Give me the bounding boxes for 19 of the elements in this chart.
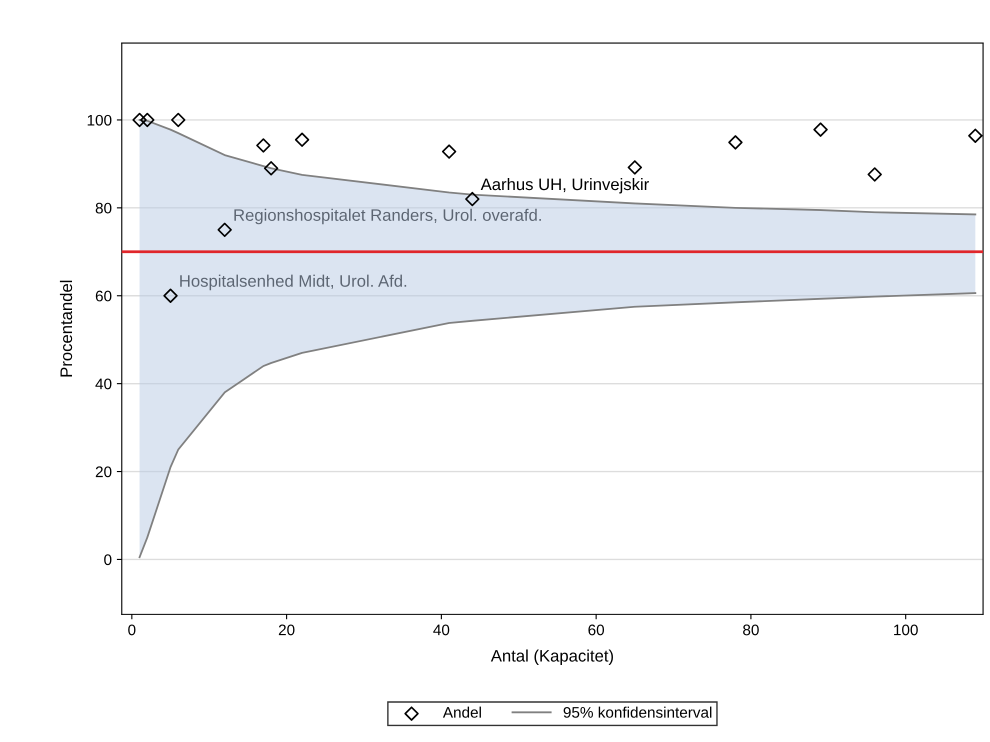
annotation: Aarhus UH, Urinvejskir bbox=[480, 178, 649, 194]
annotation: Hospitalsenhed Midt, Urol. Afd. bbox=[180, 274, 406, 290]
y-axis-title: Procentandel bbox=[60, 280, 72, 376]
y-tick-label: 40 bbox=[95, 378, 112, 390]
legend-label: 95% konfidensinterval bbox=[564, 706, 712, 718]
y-tick-label: 60 bbox=[96, 290, 112, 302]
y-tick-label: 20 bbox=[96, 466, 112, 478]
x-tick-label: 0 bbox=[128, 624, 136, 636]
x-tick-label: 20 bbox=[278, 624, 294, 636]
y-tick-label: 0 bbox=[104, 554, 112, 566]
x-tick-label: 40 bbox=[433, 624, 450, 636]
x-axis-title: Antal (Kapacitet) bbox=[490, 649, 613, 665]
x-tick-label: 80 bbox=[743, 624, 759, 636]
y-tick-label: 100 bbox=[88, 114, 112, 126]
annotation: Regionshospitalet Randers, Urol. overafd. bbox=[234, 208, 541, 224]
legend-label: Andel bbox=[442, 706, 481, 718]
y-tick-label: 80 bbox=[96, 202, 112, 214]
x-tick-label: 60 bbox=[588, 624, 604, 636]
x-tick-label: 100 bbox=[894, 624, 918, 636]
